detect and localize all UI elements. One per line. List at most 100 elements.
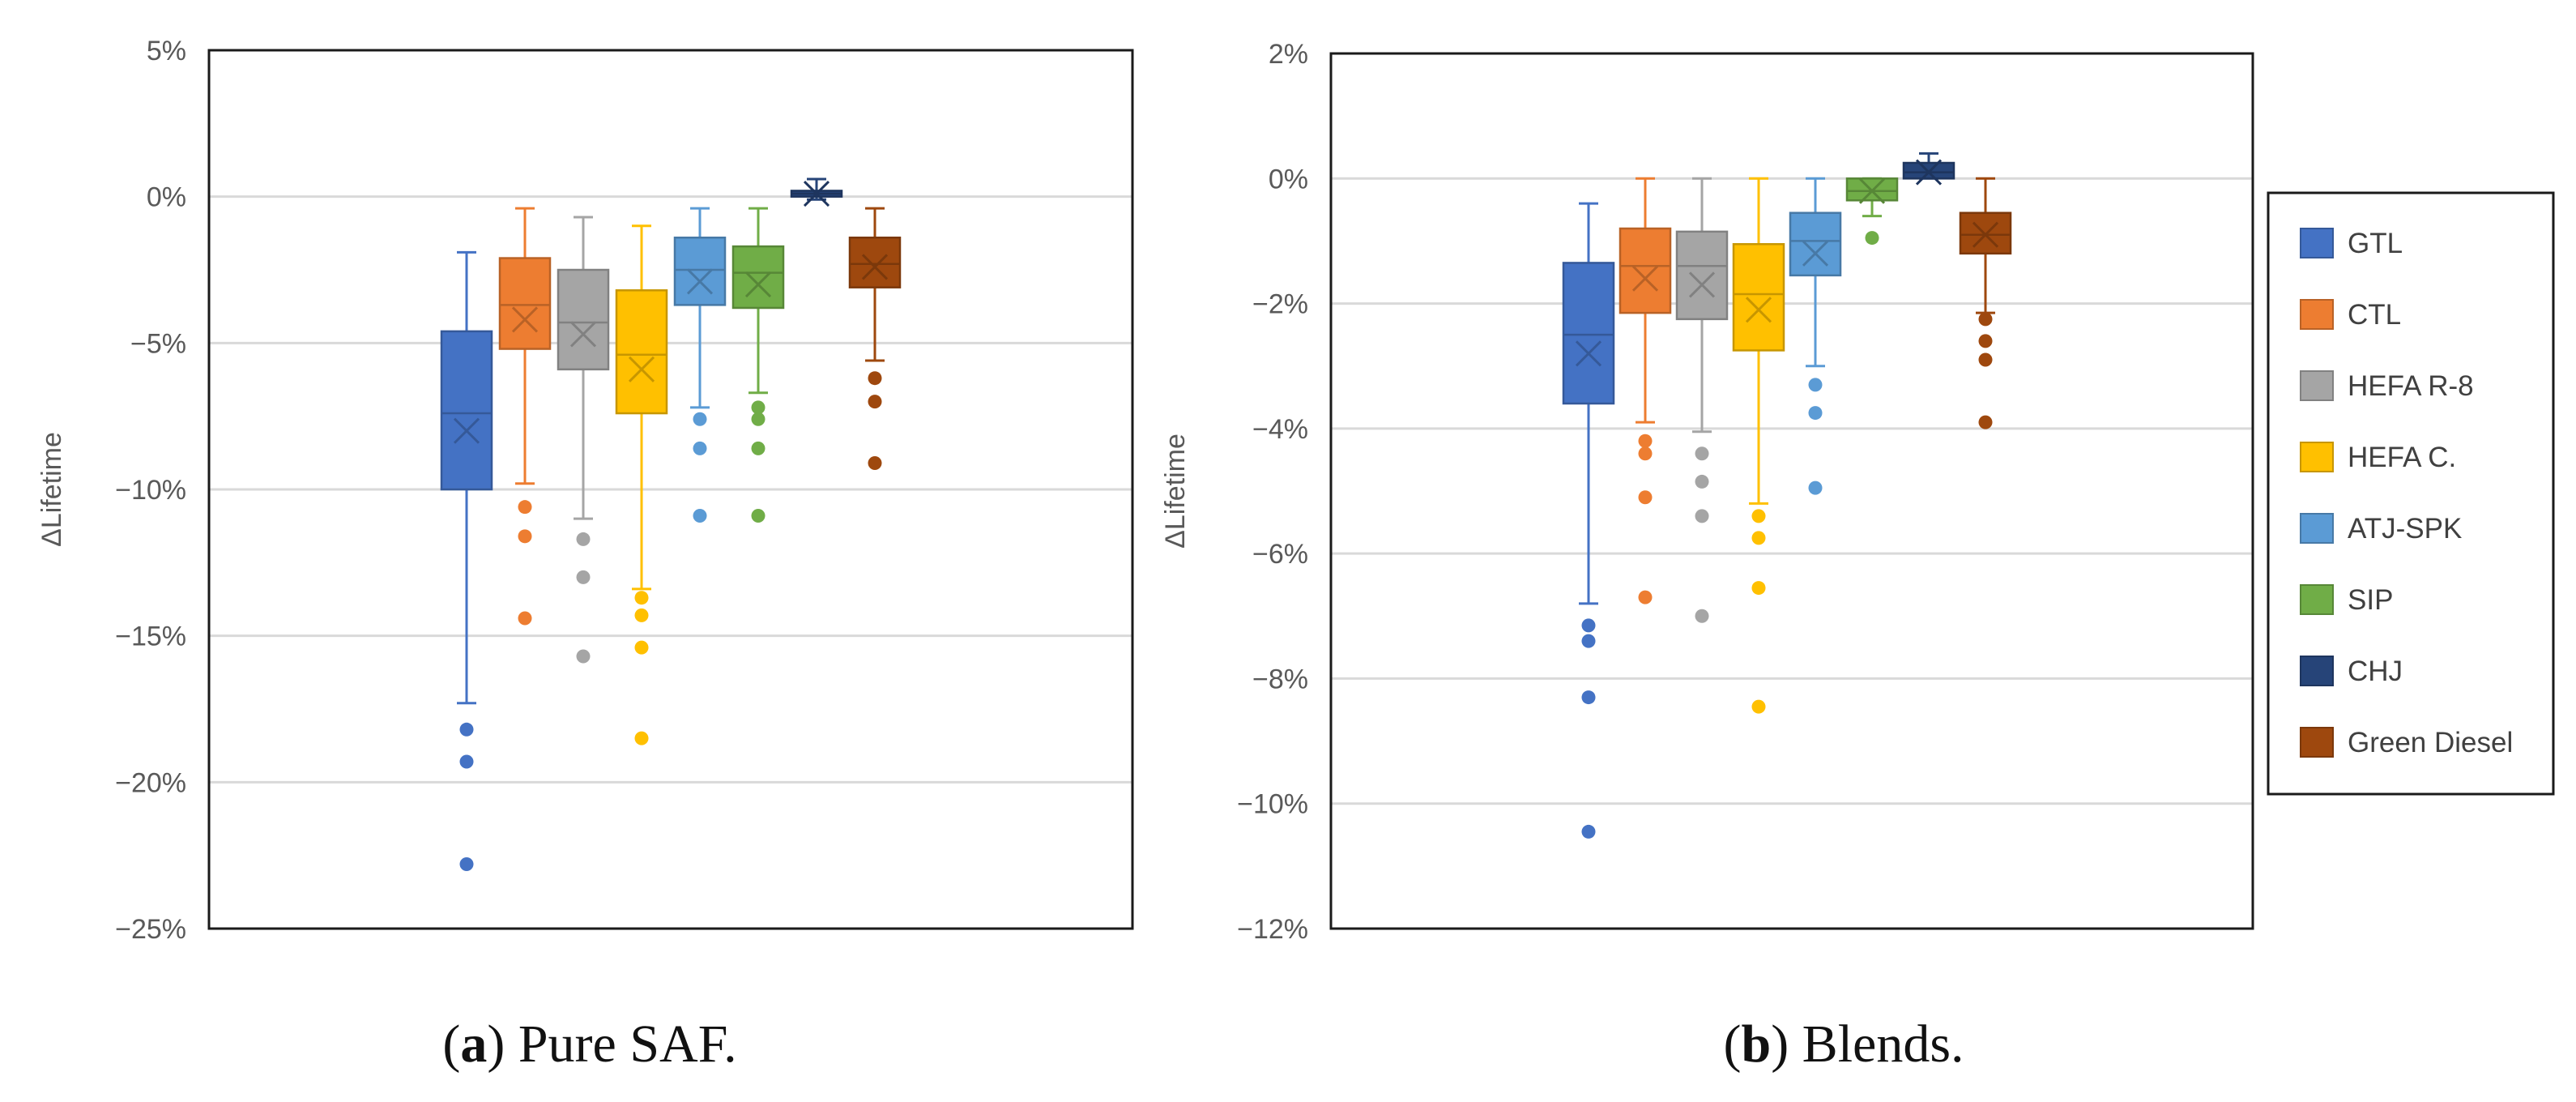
y-tick-label: −5% bbox=[130, 328, 186, 359]
outlier-point bbox=[518, 611, 532, 626]
panel-b-plot-frame bbox=[1329, 52, 2254, 930]
outlier-point bbox=[1808, 378, 1823, 392]
outlier-point bbox=[1751, 531, 1766, 545]
outlier-point bbox=[1638, 446, 1653, 461]
mean-marker bbox=[1802, 240, 1829, 267]
y-tick-label: −10% bbox=[1237, 789, 1308, 820]
outlier-point bbox=[1695, 446, 1709, 461]
y-tick-label: −12% bbox=[1237, 914, 1308, 945]
outlier-point bbox=[1978, 415, 1993, 429]
y-tick-label: −2% bbox=[1252, 289, 1308, 320]
outlier-point bbox=[1978, 352, 1993, 367]
mean-marker bbox=[1631, 265, 1659, 292]
y-tick-label: 0% bbox=[147, 182, 186, 213]
box-hefa-r-8 bbox=[557, 216, 610, 664]
panel-b-caption-text: Blends. bbox=[1802, 1014, 1964, 1074]
outlier-point bbox=[751, 441, 766, 455]
panel-b-blends: 2% 0% −2% −4% −6% −8% −10% −12% ΔLifetime (b) B… bbox=[1160, 39, 2254, 1074]
legend-swatch bbox=[2300, 727, 2334, 758]
outlier-point bbox=[1978, 312, 1993, 327]
outlier-point bbox=[634, 608, 649, 622]
mean-marker bbox=[686, 268, 714, 295]
box-sip bbox=[1845, 177, 1899, 246]
box-iqr bbox=[1619, 227, 1672, 314]
box-iqr bbox=[498, 257, 552, 350]
legend-items: GTL CTL HEFA R-8 HEFA C. ATJ-SPK SIP CHJ Green … bbox=[2300, 228, 2513, 758]
outlier-point bbox=[1751, 699, 1766, 714]
outlier-point bbox=[1638, 490, 1653, 505]
legend-item-hefa-c: HEFA C. bbox=[2300, 442, 2456, 473]
outlier-point bbox=[634, 640, 649, 655]
legend-label: Green Diesel bbox=[2348, 727, 2513, 758]
mean-marker bbox=[1745, 297, 1772, 323]
panel-a-y-tick-labels: 5% 0% −5% −10% −15% −20% −25% bbox=[115, 36, 186, 945]
outlier-point bbox=[693, 441, 707, 455]
legend-item-green-diesel: Green Diesel bbox=[2300, 727, 2513, 758]
outlier-point bbox=[1808, 406, 1823, 421]
mean-marker bbox=[453, 417, 480, 444]
outlier-point bbox=[576, 532, 591, 546]
legend-frame bbox=[2267, 191, 2555, 796]
box-hefa-c bbox=[615, 224, 668, 745]
mean-marker bbox=[628, 356, 655, 382]
box-iqr bbox=[440, 330, 493, 491]
y-tick-label: 2% bbox=[1269, 39, 1308, 70]
legend-swatch bbox=[2300, 299, 2334, 330]
box-chj bbox=[1902, 152, 1955, 186]
y-tick-label: 0% bbox=[1269, 164, 1308, 194]
box-chj bbox=[790, 177, 843, 207]
legend-label: CTL bbox=[2348, 299, 2401, 331]
box-iqr bbox=[673, 237, 727, 306]
outlier-point bbox=[868, 395, 882, 409]
legend-label: CHJ bbox=[2348, 656, 2403, 687]
outlier-point bbox=[1581, 618, 1596, 633]
legend-label: HEFA C. bbox=[2348, 442, 2456, 473]
outlier-point bbox=[1751, 581, 1766, 596]
panel-b-caption: (b) Blends. bbox=[1723, 1014, 1964, 1074]
box-green-diesel bbox=[1959, 177, 2012, 429]
outlier-point bbox=[459, 857, 474, 872]
outlier-point bbox=[459, 722, 474, 737]
mean-marker bbox=[1575, 340, 1602, 367]
legend-label: SIP bbox=[2348, 584, 2393, 616]
outlier-point bbox=[1638, 434, 1653, 448]
box-iqr bbox=[557, 268, 610, 371]
mean-marker bbox=[1972, 221, 1999, 248]
outlier-point bbox=[1808, 481, 1823, 495]
legend-item-chj: CHJ bbox=[2300, 656, 2403, 687]
outlier-point bbox=[1865, 231, 1879, 246]
box-atj-spk bbox=[1789, 177, 1842, 495]
panel-b-boxes bbox=[1562, 152, 2012, 839]
mean-marker bbox=[569, 321, 597, 348]
outlier-point bbox=[634, 731, 649, 745]
y-tick-label: −8% bbox=[1252, 664, 1308, 694]
box-iqr bbox=[615, 289, 668, 415]
legend-swatch bbox=[2300, 656, 2334, 686]
outlier-point bbox=[518, 500, 532, 515]
outlier-point bbox=[1978, 334, 1993, 348]
box-iqr bbox=[1732, 243, 1785, 352]
box-atj-spk bbox=[673, 207, 727, 523]
box-hefa-r-8 bbox=[1675, 177, 1729, 623]
outlier-point bbox=[1695, 474, 1709, 489]
mean-marker bbox=[1915, 159, 1943, 186]
legend-label: ATJ-SPK bbox=[2348, 513, 2462, 545]
outlier-point bbox=[751, 509, 766, 523]
panel-b-caption-letter: b bbox=[1741, 1014, 1771, 1074]
outlier-point bbox=[693, 412, 707, 426]
mean-marker bbox=[1858, 177, 1886, 204]
outlier-point bbox=[751, 412, 766, 426]
panel-b-y-tick-labels: 2% 0% −2% −4% −6% −8% −10% −12% bbox=[1237, 39, 1308, 945]
legend-swatch bbox=[2300, 228, 2334, 258]
mean-marker bbox=[744, 271, 772, 298]
y-tick-label: −6% bbox=[1252, 539, 1308, 570]
outlier-point bbox=[868, 455, 882, 470]
outlier-point bbox=[1751, 509, 1766, 523]
panel-a-pure-saf: 5% 0% −5% −10% −15% −20% −25% ΔLifetime (a) Pu… bbox=[36, 36, 1134, 1074]
panel-a-plot-frame bbox=[207, 49, 1134, 930]
panel-a-gridlines bbox=[209, 195, 1132, 784]
outlier-point bbox=[1581, 690, 1596, 705]
outlier-point bbox=[518, 529, 532, 544]
mean-marker bbox=[861, 254, 889, 280]
